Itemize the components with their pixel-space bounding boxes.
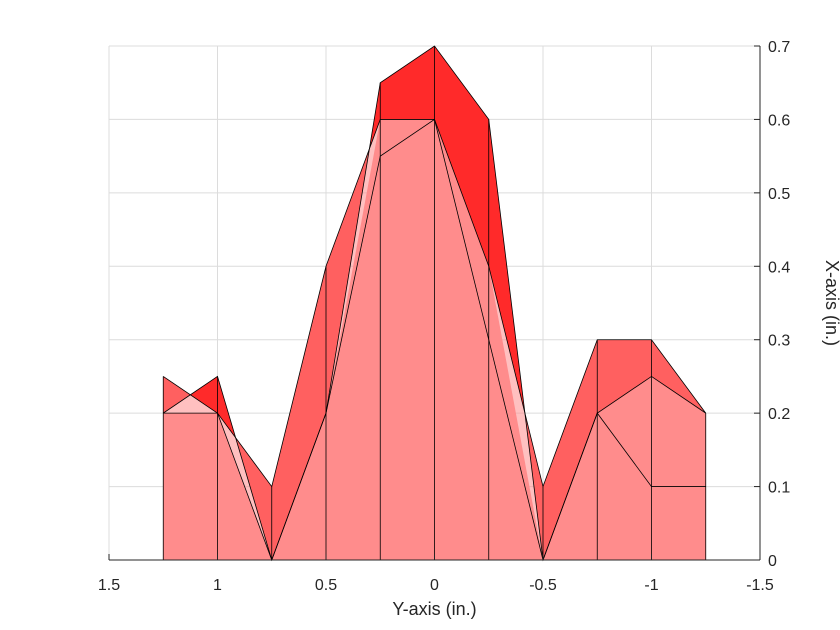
axes [108,45,761,561]
surface-patch-light [271,266,326,560]
y-tick-label: 0.7 [768,39,790,56]
y-tick-label: 0.3 [768,333,790,350]
light-surface-patches [163,119,706,560]
surface-patch-light [651,339,706,560]
y-tick-label: 0 [768,553,777,570]
x-tick-label: 0.5 [315,577,337,594]
y-tick-label: 0.6 [768,112,790,129]
surface-edges [162,45,707,562]
surface-patch-light [326,119,381,560]
x-tick-label: 1.5 [98,577,120,594]
x-tick-label: -0.5 [529,577,557,594]
y-axis-title: X-axis (in.) [822,260,840,346]
x-tick-label: 1 [213,577,222,594]
x-axis-title: Y-axis (in.) [392,599,476,619]
surface-patch-light [380,119,435,560]
surface-patch-light [163,376,218,560]
y-tick-label: 0.4 [768,259,790,276]
surface-patch-dark [380,46,435,120]
surface-patch-light [488,266,543,560]
x-tick-label: -1 [644,577,658,594]
y-tick-label: 0.2 [768,406,790,423]
tick-labels: 1.5 1 0.5 0 -0.5 -1 -1.5 0 0.1 0.2 0.3 0.4 0.5 0.6 0.7 [98,39,790,594]
surface-patch-light [543,339,598,560]
y-tick-label: 0.1 [768,480,790,497]
surface-patch-dark [434,46,489,267]
y-tick-label: 0.5 [768,186,790,203]
x-tick-label: 0 [430,577,439,594]
x-tick-label: -1.5 [746,577,774,594]
